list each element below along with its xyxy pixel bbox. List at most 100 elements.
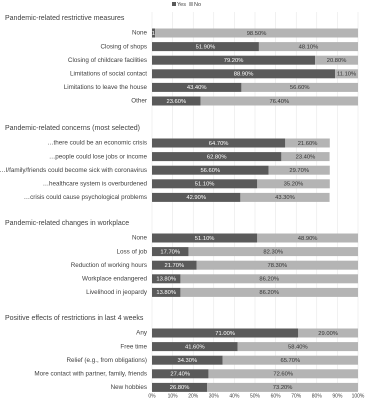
x-tick-label: 20% <box>188 393 199 399</box>
bar-segment <box>152 342 238 352</box>
value-label: 13.80% <box>156 277 176 283</box>
category-label: …healthcare system is overburdened <box>43 180 148 187</box>
section-title: Pandemic-related concerns (most selected… <box>5 125 140 132</box>
value-label: 73.20% <box>273 385 293 391</box>
value-label: 98.50% <box>247 31 267 37</box>
bar-segment <box>200 96 358 106</box>
x-tick-label: 60% <box>271 393 282 399</box>
section-title: Positive effects of restrictions in last… <box>5 315 144 322</box>
bar-segment <box>152 260 197 270</box>
value-label: 58.40% <box>288 344 308 350</box>
category-label: New hobbies <box>111 384 147 391</box>
bar-segment <box>152 69 336 79</box>
x-tick-label: 40% <box>229 393 240 399</box>
value-label: 76.40% <box>269 99 289 105</box>
bar-segment <box>152 179 258 189</box>
bar-segment <box>152 152 282 162</box>
category-label: More contact with partner, family, frien… <box>34 370 147 377</box>
value-label: 21.60% <box>298 141 318 147</box>
category-label: Other <box>131 98 147 105</box>
bar-segment <box>152 233 258 243</box>
value-label: 29.00% <box>318 331 338 337</box>
bar-segment <box>152 28 156 38</box>
x-tick-label: 80% <box>312 393 323 399</box>
bar-segment <box>207 382 358 392</box>
value-label: 71.00% <box>215 331 235 337</box>
value-label: 65.70% <box>280 358 300 364</box>
category-label: Workplace endangered <box>82 275 147 282</box>
category-label: …I/family/friends could become sick with… <box>0 167 147 174</box>
x-tick-label: 50% <box>250 393 261 399</box>
value-label: 41.60% <box>185 344 205 350</box>
x-tick-label: 30% <box>209 393 220 399</box>
value-label: 86.20% <box>259 290 279 296</box>
category-label: None <box>132 235 148 242</box>
category-label: …people could lose jobs or income <box>49 153 148 160</box>
value-label: 23.60% <box>166 99 186 105</box>
value-label: 27.40% <box>170 372 190 378</box>
bar-segment <box>257 179 330 189</box>
value-label: 51.10% <box>195 236 215 242</box>
bar-segment <box>152 55 316 65</box>
value-label: 56.60% <box>200 168 220 174</box>
value-label: 64.70% <box>209 141 229 147</box>
value-label: 62.80% <box>207 154 227 160</box>
value-label: 56.60% <box>290 85 310 91</box>
bar-segment <box>180 274 358 284</box>
value-label: 72.60% <box>273 372 293 378</box>
bar-segment <box>208 369 358 379</box>
value-label: 51.90% <box>196 44 216 50</box>
value-label: 88.90% <box>234 72 254 78</box>
legend-swatch <box>189 2 193 6</box>
bar-segment <box>152 165 269 175</box>
value-label: 21.70% <box>165 263 185 269</box>
category-label: Limitations of social contact <box>70 70 147 77</box>
x-tick-label: 100% <box>352 393 365 399</box>
bar-segment <box>152 328 299 338</box>
bar-segment <box>258 42 358 52</box>
section-title: Pandemic-related restrictive measures <box>5 15 125 22</box>
category-label: Livelihood in jeopardy <box>86 289 148 296</box>
bar-segment <box>152 369 209 379</box>
bar-segment <box>268 165 330 175</box>
bar-segment <box>237 342 358 352</box>
category-label: Closing of childcare facilities <box>68 57 147 64</box>
category-label: Reduction of working hours <box>71 262 147 269</box>
value-label: 29.70% <box>289 168 309 174</box>
bar-segment <box>152 138 286 148</box>
legend-swatch <box>172 2 176 6</box>
value-label: 48.10% <box>299 44 319 50</box>
bar-segment <box>222 355 358 365</box>
category-label: …crisis could cause psychological proble… <box>24 194 147 201</box>
bar-segment <box>257 233 358 243</box>
category-label: …there could be an economic crisis <box>47 140 147 147</box>
bar-segment <box>152 96 201 106</box>
bar-segment <box>152 382 208 392</box>
value-label: 23.40% <box>296 154 316 160</box>
bar-segment <box>196 260 358 270</box>
bar-segment <box>152 82 242 92</box>
legend-label: Yes <box>177 2 186 8</box>
value-label: 86.20% <box>259 277 279 283</box>
value-label: 43.40% <box>187 85 207 91</box>
x-tick-label: 70% <box>291 393 302 399</box>
bar-segment <box>180 287 358 297</box>
value-label: 42.90% <box>186 195 206 201</box>
x-tick-label: 10% <box>168 393 179 399</box>
value-label: 17.70% <box>160 249 180 255</box>
category-label: Limitations to leave the house <box>64 84 148 91</box>
bar-segment <box>152 192 241 202</box>
bar-segment <box>152 274 181 284</box>
value-label: 34.30% <box>177 358 197 364</box>
value-label: 51.10% <box>195 182 215 188</box>
bar-segment <box>241 82 358 92</box>
value-label: 43.30% <box>275 195 295 201</box>
value-label: 11.10% <box>337 72 356 78</box>
category-label: Loss of job <box>117 248 148 255</box>
x-tick-label: 0% <box>148 393 156 399</box>
category-label: None <box>132 30 148 37</box>
bar-segment <box>315 55 358 65</box>
legend-label: No <box>194 2 201 8</box>
category-label: Relief (e.g., from obligations) <box>67 357 148 364</box>
